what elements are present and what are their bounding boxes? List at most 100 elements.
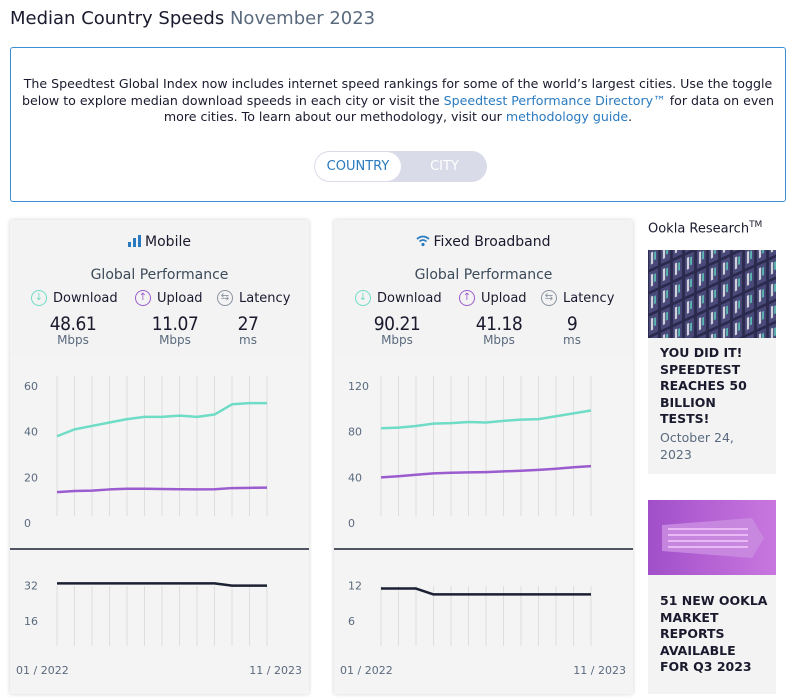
- x-start-label: 01 / 2022: [16, 664, 69, 677]
- legend-download: ↓ Download: [355, 290, 442, 306]
- article-image-pattern: [648, 250, 776, 338]
- y-tick-label: 120: [348, 380, 369, 393]
- legend-upload-label: Upload: [481, 290, 527, 306]
- article-card[interactable]: 51 NEW OOKLA MARKET REPORTS AVAILABLE FO…: [648, 500, 776, 694]
- legend-latency-label: Latency: [239, 290, 291, 306]
- fixed-card: Fixed Broadband Global Performance ↓ Down…: [334, 220, 633, 694]
- legend-latency-label: Latency: [563, 290, 615, 306]
- intro-text-after: .: [628, 109, 633, 124]
- fixed-latency-unit: ms: [563, 333, 581, 347]
- intro-text: The Speedtest Global Index now includes …: [11, 76, 785, 126]
- article-card[interactable]: YOU DID IT! SPEEDTEST REACHES 50 BILLION…: [648, 250, 776, 474]
- y-tick-label: 40: [24, 426, 38, 439]
- y-tick-label: 0: [24, 517, 31, 530]
- legend-upload: ↑ Upload: [459, 290, 527, 306]
- download-arrow-icon: ↓: [31, 290, 47, 306]
- signal-bars-icon: [128, 235, 142, 247]
- legend-latency: ⇆ Latency: [541, 290, 614, 306]
- latency-y-tick-label: 32: [24, 580, 38, 593]
- latency-y-tick-label: 6: [348, 615, 355, 628]
- latency-y-tick-label: 12: [348, 580, 362, 593]
- performance-directory-link[interactable]: Speedtest Performance Directory™: [443, 92, 666, 108]
- mobile-latency-value: 27 ms: [232, 314, 264, 347]
- y-tick-label: 40: [348, 471, 362, 484]
- y-tick-label: 60: [24, 380, 38, 393]
- fixed-upload-value: 41.18 Mbps: [474, 314, 524, 347]
- x-end-label: 11 / 2023: [249, 664, 302, 677]
- mobile-title: Mobile: [10, 234, 309, 250]
- legend-upload-label: Upload: [157, 290, 203, 306]
- article-image[interactable]: [648, 250, 776, 338]
- legend-upload: ↑ Upload: [135, 290, 203, 306]
- fixed-download-unit: Mbps: [381, 333, 413, 347]
- series-line-download: [380, 409, 592, 430]
- y-tick-label: 20: [24, 471, 38, 484]
- mobile-download-value: 48.61 Mbps: [48, 314, 98, 347]
- fixed-upload-number: 41.18: [475, 313, 523, 335]
- upload-arrow-icon: ↑: [459, 290, 475, 306]
- methodology-guide-link[interactable]: methodology guide: [505, 109, 629, 124]
- latency-icon: ⇆: [541, 290, 557, 306]
- mobile-latency-number: 27: [237, 313, 259, 335]
- mobile-summary: Mobile Global Performance ↓ Download ↑ Upl…: [10, 220, 309, 356]
- latency-y-tick-label: 16: [24, 615, 38, 628]
- y-tick-label: 80: [348, 426, 362, 439]
- fixed-chart-svg: 0 40 80 120 6 12 01 / 2022 11 / 2023: [334, 376, 633, 677]
- intro-text-before: The Speedtest Global Index now includes …: [21, 76, 773, 108]
- article-title[interactable]: 51 NEW OOKLA MARKET REPORTS AVAILABLE FO…: [660, 593, 768, 674]
- toggle-city[interactable]: CITY: [430, 159, 459, 174]
- fixed-title-text: Fixed Broadband: [433, 234, 551, 250]
- legend-download-label: Download: [377, 290, 442, 306]
- article-image-chip: [662, 518, 764, 558]
- mobile-upload-unit: Mbps: [159, 333, 191, 347]
- fixed-title: Fixed Broadband: [334, 234, 633, 250]
- latency-icon: ⇆: [217, 290, 233, 306]
- upload-arrow-icon: ↑: [135, 290, 151, 306]
- mobile-download-unit: Mbps: [57, 333, 89, 347]
- country-city-toggle[interactable]: COUNTRY CITY: [314, 151, 487, 182]
- mobile-global-performance: Global Performance: [90, 267, 229, 283]
- fixed-legend: ↓ Download ↑ Upload ⇆ Latency: [334, 290, 633, 310]
- trademark-mark: TM: [749, 220, 763, 230]
- download-arrow-icon: ↓: [355, 290, 371, 306]
- series-line-latency: [381, 587, 591, 596]
- mobile-upload-value: 11.07 Mbps: [150, 314, 200, 347]
- series-line-upload: [56, 486, 268, 494]
- fixed-latency-number: 9: [566, 313, 578, 335]
- y-tick-label: 0: [348, 517, 355, 530]
- legend-download: ↓ Download: [31, 290, 118, 306]
- fixed-global-performance: Global Performance: [414, 267, 553, 283]
- mobile-chart-svg: 0 20 40 60 16 32 01 / 2022 11 / 2023: [10, 376, 309, 677]
- x-start-label: 01 / 2022: [340, 664, 393, 677]
- series-line-upload: [380, 464, 592, 479]
- intro-text-middle: for data on even more cities. To learn a…: [163, 92, 775, 125]
- mobile-download-number: 48.61: [49, 313, 97, 335]
- mobile-latency-unit: ms: [239, 333, 257, 347]
- fixed-download-value: 90.21 Mbps: [372, 314, 422, 347]
- title-month: November 2023: [229, 8, 376, 29]
- title-text: Median Country Speeds: [10, 8, 225, 29]
- article-title[interactable]: YOU DID IT! SPEEDTEST REACHES 50 BILLION…: [660, 345, 747, 426]
- fixed-upload-unit: Mbps: [483, 333, 515, 347]
- article-image[interactable]: [648, 500, 776, 575]
- fixed-chart: 0 40 80 120 6 12 01 / 2022 11 / 2023: [334, 356, 633, 694]
- mobile-chart: 0 20 40 60 16 32 01 / 2022 11 / 2023: [10, 356, 309, 694]
- fixed-latency-value: 9 ms: [556, 314, 588, 347]
- x-end-label: 11 / 2023: [573, 664, 626, 677]
- page-title: Median Country Speeds November 2023: [10, 8, 375, 29]
- fixed-summary: Fixed Broadband Global Performance ↓ Down…: [334, 220, 633, 356]
- fixed-download-number: 90.21: [373, 313, 421, 335]
- series-line-latency: [57, 582, 267, 587]
- wifi-icon: [416, 235, 431, 247]
- legend-latency: ⇆ Latency: [217, 290, 290, 306]
- intro-box: The Speedtest Global Index now includes …: [10, 47, 786, 202]
- ookla-research-heading: Ookla ResearchTM: [648, 220, 762, 236]
- series-line-download: [56, 401, 267, 438]
- article-date: October 24, 2023: [660, 430, 734, 462]
- mobile-card: Mobile Global Performance ↓ Download ↑ Upl…: [10, 220, 309, 694]
- mobile-title-text: Mobile: [145, 234, 191, 250]
- mobile-legend: ↓ Download ↑ Upload ⇆ Latency: [10, 290, 309, 310]
- toggle-country[interactable]: COUNTRY: [315, 152, 401, 181]
- mobile-upload-number: 11.07: [151, 313, 199, 335]
- legend-download-label: Download: [53, 290, 118, 306]
